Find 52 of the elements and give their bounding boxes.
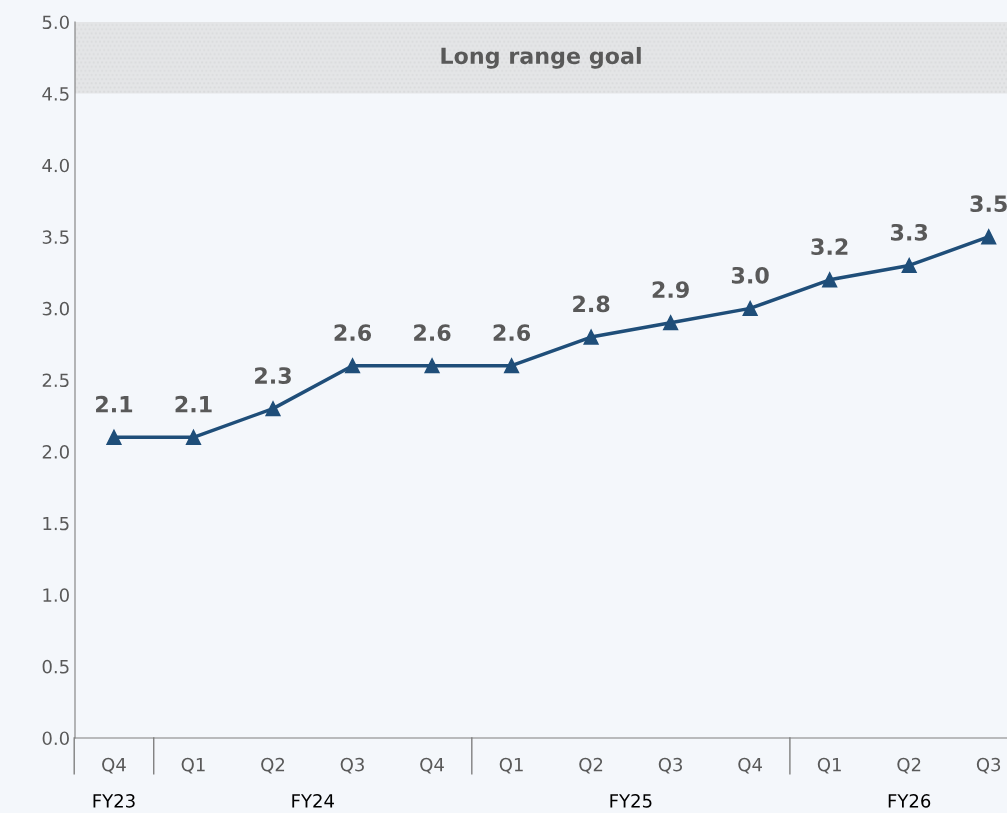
point — [185, 429, 202, 445]
point — [981, 229, 997, 245]
text: FY25 — [610, 794, 652, 808]
point — [344, 358, 361, 374]
y-tick-label: 2.0 — [42, 445, 69, 459]
data-label: 2.6 — [414, 324, 451, 341]
x-tick-label: Q4 — [102, 757, 126, 774]
data-label: 3.2 — [811, 238, 848, 256]
point — [901, 257, 917, 274]
y-tick-label: 1.5 — [43, 516, 69, 531]
x-tick-label: Q3 — [340, 757, 364, 774]
y-tick-label: 3.0 — [42, 301, 69, 316]
data-label: 2.6 — [493, 324, 531, 341]
data-label: 2.1 — [96, 395, 133, 413]
x-tick-label: Q2 — [897, 757, 921, 774]
y-tick-label: 0.5 — [42, 659, 69, 674]
x-tick-label: Q3 — [976, 757, 1001, 774]
x-tick-label: Q1 — [181, 757, 205, 774]
band-label: Long range goal — [441, 46, 641, 69]
y-tick-label: 0.0 — [42, 731, 69, 746]
y-tick-label: 4.5 — [42, 87, 69, 101]
data-label: 3.3 — [890, 223, 928, 241]
point — [583, 329, 599, 345]
data-label: 3.5 — [970, 195, 1007, 213]
y-tick-label: 5.0 — [42, 15, 69, 30]
data-label: 2.3 — [255, 367, 291, 384]
point — [503, 358, 520, 374]
y-tick-label: 2.5 — [42, 373, 69, 388]
y-tick-label: 1.0 — [43, 588, 69, 602]
point — [742, 300, 758, 317]
data-label: 2.8 — [573, 295, 610, 313]
point — [662, 315, 679, 331]
x-tick-label: Q2 — [261, 757, 285, 774]
y-tick-label: 3.5 — [42, 230, 69, 244]
x-tick-label: Q4 — [738, 757, 762, 774]
x-tick-label: Q3 — [658, 757, 683, 774]
point — [822, 272, 838, 288]
text: FY26 — [888, 794, 931, 808]
data-label: 2.9 — [652, 281, 689, 299]
point — [106, 429, 122, 445]
x-tick-label: Q1 — [499, 757, 523, 774]
data-label: 2.1 — [175, 395, 212, 413]
y-tick-label: 4.0 — [42, 158, 69, 173]
x-tick-label: Q2 — [579, 757, 603, 774]
data-label: 3.0 — [731, 266, 769, 284]
text: FY23 — [93, 794, 135, 808]
data-label: 2.6 — [334, 324, 372, 341]
x-tick-label: Q1 — [817, 757, 841, 774]
point — [424, 358, 440, 374]
x-tick-label: Q4 — [420, 757, 444, 774]
text: FY24 — [292, 794, 334, 808]
point — [265, 401, 281, 417]
